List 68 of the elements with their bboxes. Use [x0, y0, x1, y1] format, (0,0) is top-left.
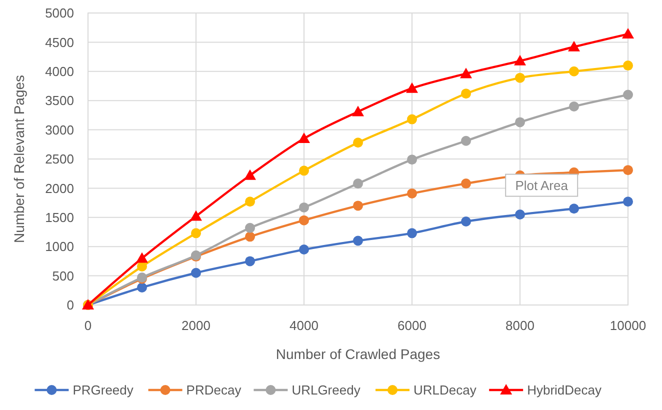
point	[137, 282, 147, 292]
point	[353, 200, 363, 211]
x-tick-label: 10000	[610, 318, 646, 333]
point	[515, 72, 525, 83]
point	[460, 68, 472, 78]
point	[623, 60, 633, 71]
y-tick-label: 2500	[45, 152, 74, 167]
point	[245, 222, 255, 233]
legend-label: PRGreedy	[72, 382, 134, 398]
point	[353, 236, 363, 246]
y-tick-label: 500	[52, 268, 74, 284]
point	[407, 154, 417, 165]
x-tick-label: 4000	[290, 318, 318, 333]
point	[514, 54, 526, 66]
point	[299, 215, 309, 226]
legend-label: URLDecay	[414, 382, 477, 398]
point	[406, 82, 418, 93]
point	[515, 117, 525, 128]
y-tick-label: 1500	[45, 210, 74, 225]
point	[623, 90, 633, 100]
legend-label: PRDecay	[186, 382, 242, 398]
y-axis-title: Number of Relevant Pages	[11, 74, 27, 244]
point	[190, 210, 202, 221]
point	[298, 132, 310, 144]
point	[353, 178, 363, 189]
point	[407, 228, 417, 238]
point	[244, 169, 256, 180]
point	[569, 66, 579, 76]
point	[245, 232, 255, 242]
point	[299, 166, 309, 176]
point	[191, 268, 201, 278]
x-axis-title: Number of Crawled Pages	[276, 346, 440, 362]
point	[353, 138, 363, 148]
y-tick-label: 5000	[45, 6, 74, 21]
y-tick-label: 3500	[45, 93, 74, 108]
y-tick-label: 4500	[45, 34, 74, 50]
point	[299, 202, 309, 212]
y-tick-label: 0	[66, 298, 74, 313]
x-tick-label: 0	[84, 318, 92, 333]
point	[623, 165, 633, 176]
point	[407, 188, 417, 198]
point	[461, 136, 471, 146]
point	[622, 28, 634, 39]
x-tick-label: 8000	[506, 318, 534, 333]
legend-label: HybridDecay	[527, 382, 602, 398]
point	[407, 114, 417, 124]
point	[623, 196, 633, 207]
point	[568, 40, 580, 52]
point	[461, 216, 471, 226]
point	[352, 106, 364, 116]
point	[136, 252, 148, 263]
y-tick-label: 4000	[45, 64, 74, 79]
y-tick-label: 1000	[45, 239, 74, 254]
point	[245, 196, 255, 207]
y-tick-label: 3000	[45, 122, 74, 138]
point	[569, 204, 579, 214]
point	[299, 244, 309, 255]
annotation: Plot Area	[515, 178, 569, 193]
point	[245, 256, 255, 266]
x-tick-label: 6000	[398, 318, 426, 333]
x-tick-label: 2000	[182, 318, 210, 333]
point	[191, 228, 201, 238]
point	[515, 209, 525, 220]
y-tick-label: 2000	[45, 180, 74, 196]
legend-label: URLGreedy	[292, 382, 361, 398]
point	[461, 178, 471, 189]
point	[569, 101, 579, 112]
point	[461, 88, 471, 99]
